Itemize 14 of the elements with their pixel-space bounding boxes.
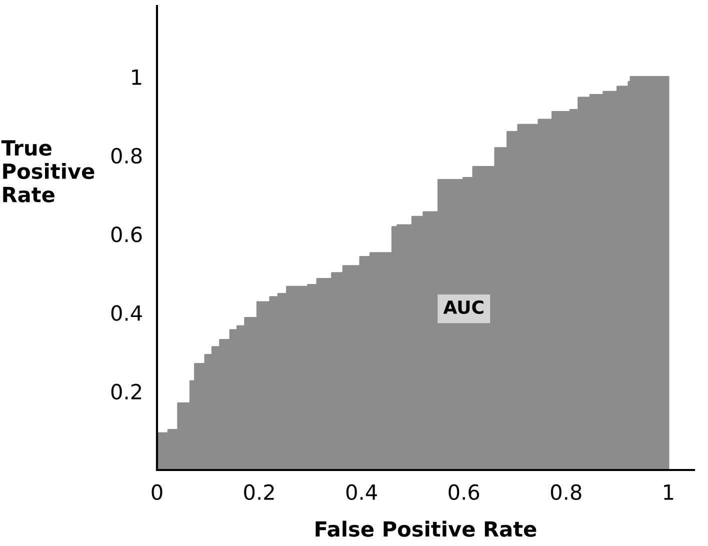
x-tick-label: 0 xyxy=(152,484,162,500)
x-tick-label: 1 xyxy=(664,484,674,500)
y-tick-label: 0.2 xyxy=(111,384,142,400)
y-tick-label: 0.4 xyxy=(111,305,142,321)
x-tick-label: 0.6 xyxy=(448,484,480,500)
y-tick-label: 0.6 xyxy=(111,226,142,242)
y-axis-title: True Positive Rate xyxy=(1,140,94,202)
x-axis-title: False Positive Rate xyxy=(316,520,536,537)
x-tick-label: 0.4 xyxy=(346,484,377,500)
x-tick-label: 0.2 xyxy=(244,484,274,500)
annotation: AUC xyxy=(443,300,484,314)
x-tick-label: 0.8 xyxy=(550,484,582,500)
y-tick-label: 0.8 xyxy=(111,148,142,164)
y-tick-label: 1 xyxy=(132,70,142,85)
